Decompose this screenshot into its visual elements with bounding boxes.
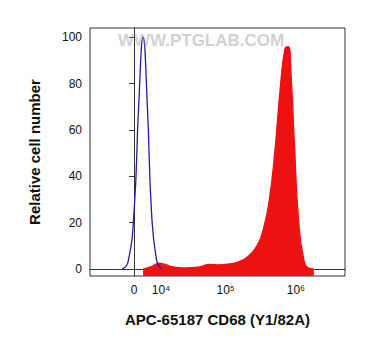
svg-text:APC-65187 CD68 (Y1/82A): APC-65187 CD68 (Y1/82A) bbox=[125, 311, 310, 328]
svg-text:100: 100 bbox=[62, 30, 82, 44]
svg-text:10⁶: 10⁶ bbox=[287, 283, 305, 297]
svg-text:Relative cell number: Relative cell number bbox=[26, 79, 43, 225]
svg-text:0: 0 bbox=[75, 262, 82, 276]
svg-text:20: 20 bbox=[69, 216, 83, 230]
svg-text:0: 0 bbox=[131, 283, 138, 297]
svg-text:10⁴: 10⁴ bbox=[152, 283, 171, 297]
svg-text:40: 40 bbox=[69, 169, 83, 183]
svg-text:80: 80 bbox=[69, 77, 83, 91]
svg-text:10⁵: 10⁵ bbox=[216, 283, 234, 297]
svg-text:60: 60 bbox=[69, 123, 83, 137]
svg-text:WWW.PTGLAB.COM: WWW.PTGLAB.COM bbox=[118, 31, 284, 50]
